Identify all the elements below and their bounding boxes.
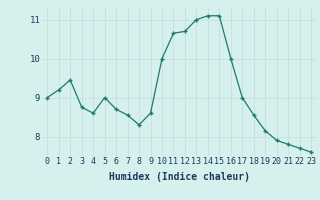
X-axis label: Humidex (Indice chaleur): Humidex (Indice chaleur)	[109, 172, 250, 182]
